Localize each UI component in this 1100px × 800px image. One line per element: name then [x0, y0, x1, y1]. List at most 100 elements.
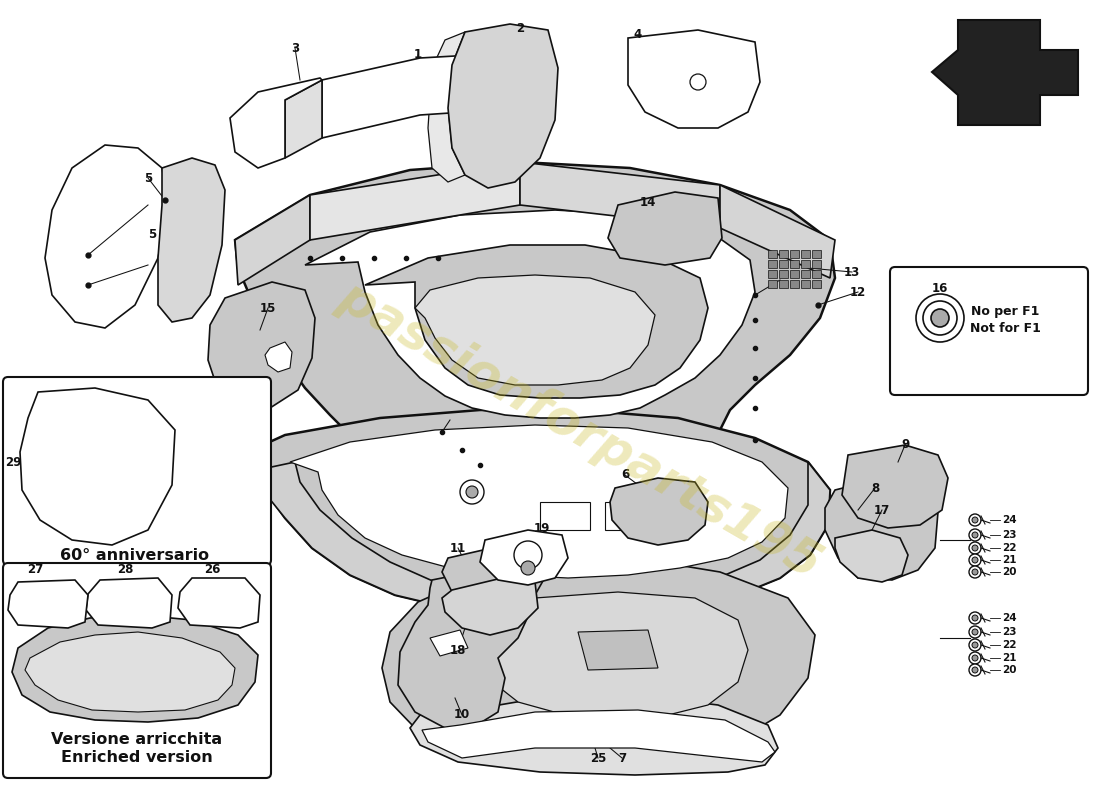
Polygon shape	[208, 282, 315, 408]
Polygon shape	[235, 162, 835, 500]
FancyBboxPatch shape	[3, 563, 271, 778]
Text: 5: 5	[144, 171, 152, 185]
Polygon shape	[605, 502, 654, 530]
Bar	[801, 260, 810, 268]
Text: 13: 13	[844, 266, 860, 278]
Polygon shape	[158, 158, 225, 322]
Polygon shape	[578, 630, 658, 670]
Bar	[779, 260, 788, 268]
Circle shape	[972, 655, 978, 661]
Polygon shape	[382, 558, 815, 765]
Text: 22: 22	[1002, 640, 1016, 650]
Polygon shape	[428, 32, 465, 182]
Circle shape	[521, 561, 535, 575]
Polygon shape	[442, 578, 538, 635]
Text: 9: 9	[901, 438, 909, 451]
Circle shape	[972, 557, 978, 563]
Circle shape	[969, 554, 981, 566]
Circle shape	[969, 664, 981, 676]
Polygon shape	[610, 478, 708, 545]
Polygon shape	[628, 30, 760, 128]
Text: 11: 11	[450, 542, 466, 554]
Bar	[812, 260, 821, 268]
Circle shape	[969, 514, 981, 526]
Polygon shape	[25, 632, 235, 712]
Circle shape	[931, 309, 949, 327]
Text: 3: 3	[290, 42, 299, 54]
Text: 12: 12	[850, 286, 866, 298]
Circle shape	[514, 541, 542, 569]
Text: No per F1: No per F1	[971, 306, 1040, 318]
Polygon shape	[932, 20, 1078, 125]
Bar	[768, 250, 777, 258]
Polygon shape	[422, 710, 776, 762]
Text: 10: 10	[454, 709, 470, 722]
Text: 21: 21	[1002, 653, 1016, 663]
Circle shape	[969, 652, 981, 664]
Polygon shape	[480, 530, 568, 585]
Polygon shape	[305, 210, 755, 418]
Polygon shape	[86, 578, 172, 628]
Text: 23: 23	[1002, 530, 1016, 540]
Text: 25: 25	[590, 751, 606, 765]
Circle shape	[969, 529, 981, 541]
Text: 2: 2	[516, 22, 524, 34]
Text: 22: 22	[1002, 543, 1016, 553]
Text: 15: 15	[260, 302, 276, 314]
Bar	[790, 260, 799, 268]
Circle shape	[690, 74, 706, 90]
Text: 17: 17	[873, 503, 890, 517]
Polygon shape	[310, 162, 520, 240]
Text: 19: 19	[534, 522, 550, 534]
Text: 16: 16	[932, 282, 948, 294]
FancyBboxPatch shape	[3, 377, 271, 565]
Polygon shape	[448, 24, 558, 188]
Text: 14: 14	[640, 195, 657, 209]
Circle shape	[969, 639, 981, 651]
Polygon shape	[540, 502, 590, 530]
Bar	[779, 250, 788, 258]
Polygon shape	[285, 80, 322, 158]
Text: 8: 8	[871, 482, 879, 494]
Bar	[779, 280, 788, 288]
Polygon shape	[322, 52, 525, 138]
Text: 27: 27	[26, 563, 43, 576]
Polygon shape	[8, 580, 88, 628]
Bar	[768, 270, 777, 278]
Polygon shape	[178, 578, 260, 628]
Text: Versione arricchita: Versione arricchita	[52, 732, 222, 747]
Circle shape	[972, 615, 978, 621]
Circle shape	[969, 612, 981, 624]
Polygon shape	[12, 615, 258, 722]
Polygon shape	[520, 162, 720, 228]
Text: 24: 24	[1002, 613, 1016, 623]
Bar	[790, 270, 799, 278]
Text: 6: 6	[620, 469, 629, 482]
Polygon shape	[398, 568, 532, 728]
Bar	[801, 270, 810, 278]
Text: 23: 23	[1002, 627, 1016, 637]
Circle shape	[460, 480, 484, 504]
Bar	[768, 280, 777, 288]
Text: 21: 21	[1002, 555, 1016, 565]
Circle shape	[972, 532, 978, 538]
Bar	[812, 250, 821, 258]
Text: 4: 4	[634, 29, 642, 42]
Polygon shape	[720, 185, 835, 278]
Polygon shape	[608, 192, 722, 265]
Circle shape	[969, 566, 981, 578]
Bar	[768, 260, 777, 268]
Text: 18: 18	[450, 643, 466, 657]
Polygon shape	[290, 425, 788, 578]
Bar	[801, 280, 810, 288]
FancyBboxPatch shape	[890, 267, 1088, 395]
Polygon shape	[265, 342, 292, 372]
Text: 5: 5	[148, 229, 156, 242]
Text: 24: 24	[1002, 515, 1016, 525]
Circle shape	[969, 542, 981, 554]
Polygon shape	[230, 410, 830, 618]
Circle shape	[916, 294, 964, 342]
Bar	[790, 250, 799, 258]
Polygon shape	[20, 388, 175, 545]
Polygon shape	[842, 445, 948, 528]
